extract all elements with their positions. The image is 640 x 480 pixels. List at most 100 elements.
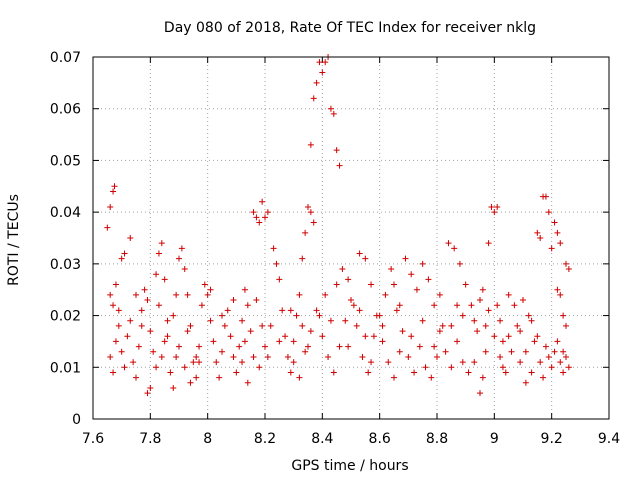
data-point (560, 312, 567, 319)
data-point (267, 322, 274, 329)
data-point (290, 338, 297, 345)
data-point (207, 286, 214, 293)
data-point (560, 369, 567, 376)
data-point (330, 369, 337, 376)
y-tick-label: 0.06 (50, 102, 81, 118)
data-point (170, 384, 177, 391)
data-point (411, 369, 418, 376)
x-tick-label: 9.4 (598, 431, 620, 447)
data-point (307, 209, 314, 216)
x-axis-label: GPS time / hours (291, 458, 408, 474)
data-point (170, 312, 177, 319)
data-point (325, 353, 332, 360)
x-tick-label: 7.6 (82, 431, 104, 447)
data-point (110, 302, 117, 309)
data-point (494, 302, 501, 309)
data-point (127, 317, 134, 324)
data-point (468, 302, 475, 309)
data-point (296, 374, 303, 381)
data-point (554, 338, 561, 345)
data-point (133, 291, 139, 298)
data-point (319, 69, 326, 76)
data-point (368, 281, 375, 288)
data-point (187, 379, 194, 386)
data-point (557, 240, 564, 247)
data-point (342, 317, 349, 324)
data-point (262, 214, 268, 221)
data-point (310, 219, 317, 226)
data-point (241, 286, 248, 293)
data-point (273, 260, 280, 267)
data-point (262, 343, 268, 350)
data-point (491, 333, 498, 340)
data-point (296, 291, 303, 298)
data-point (451, 245, 458, 252)
data-point (256, 364, 263, 371)
data-point (198, 302, 205, 309)
data-point (454, 302, 461, 309)
data-point (270, 245, 277, 252)
data-point (488, 203, 495, 210)
data-point (239, 317, 246, 324)
data-point (477, 297, 483, 304)
data-point (471, 317, 478, 324)
data-point (111, 183, 118, 190)
data-point (158, 240, 165, 247)
data-point (551, 348, 558, 355)
data-point (256, 219, 263, 226)
data-point (110, 188, 117, 195)
data-point (135, 343, 142, 350)
data-point (428, 374, 435, 381)
data-point (537, 235, 544, 241)
data-point (514, 322, 521, 329)
data-point (227, 333, 234, 340)
data-point (115, 307, 122, 314)
data-point (365, 369, 372, 376)
data-point (104, 224, 111, 231)
data-point (416, 343, 423, 350)
data-point (505, 333, 512, 340)
data-point (121, 364, 128, 371)
data-point (279, 307, 286, 314)
data-point (115, 322, 122, 329)
data-point (333, 281, 340, 288)
data-point (485, 240, 492, 247)
data-point (282, 333, 289, 340)
data-point (333, 147, 340, 154)
data-point (348, 297, 354, 304)
data-point (336, 343, 343, 350)
y-tick-label: 0.03 (50, 257, 81, 273)
data-point (370, 333, 377, 340)
data-point (565, 364, 572, 371)
data-point (485, 307, 492, 314)
data-point (479, 374, 486, 381)
data-point (542, 193, 549, 200)
data-point (107, 203, 114, 210)
x-tick-label: 7.8 (139, 431, 161, 447)
data-point (213, 359, 220, 366)
data-point (448, 364, 455, 371)
data-point (230, 353, 237, 360)
data-point (419, 317, 426, 324)
data-point (359, 353, 366, 360)
data-point (517, 359, 524, 366)
x-tick-label: 8 (203, 431, 212, 447)
data-point (408, 333, 415, 340)
data-point (405, 353, 412, 360)
data-point (445, 240, 452, 247)
data-point (497, 353, 504, 360)
data-point (459, 312, 466, 319)
data-point (241, 338, 248, 345)
data-point (462, 281, 469, 288)
data-points (104, 54, 572, 397)
data-point (413, 286, 420, 293)
data-point (499, 338, 506, 345)
data-point (557, 291, 564, 298)
data-point (210, 338, 217, 345)
data-point (356, 250, 363, 257)
data-point (313, 307, 320, 314)
x-tick-label: 8.6 (369, 431, 391, 447)
data-point (491, 209, 498, 216)
data-point (118, 255, 125, 262)
